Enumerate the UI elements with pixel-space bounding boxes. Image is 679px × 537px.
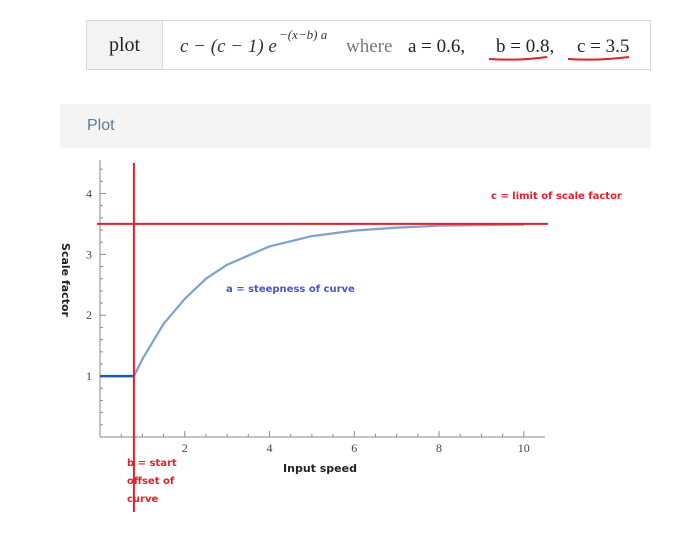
where-label: where	[346, 36, 393, 57]
param-b: b = 0.8,	[496, 36, 555, 57]
plot-pod-header: Plot	[60, 104, 651, 148]
query-expression: c − (c − 1) e −(x−b) a where a = 0.6, b …	[163, 21, 650, 69]
x-axis-label: Input speed	[283, 462, 357, 475]
annotation-b-line2: offset of	[127, 476, 175, 487]
annotation-a: a = steepness of curve	[226, 284, 355, 295]
expression-exponent: −(x−b) a	[279, 27, 328, 42]
annotation-c: c = limit of scale factor	[491, 191, 622, 202]
x-tick-label: 10	[518, 441, 530, 455]
x-tick-label: 4	[267, 441, 273, 455]
annotation-b-line3: curve	[127, 494, 158, 505]
x-tick-label: 2	[182, 441, 188, 455]
y-tick-label: 4	[86, 186, 92, 200]
annotation-b-line1: b = start	[127, 458, 177, 469]
series-line	[132, 223, 525, 378]
param-a: a = 0.6,	[408, 36, 466, 57]
x-tick-label: 8	[436, 441, 442, 455]
y-tick-label: 2	[86, 308, 92, 322]
expression-main: c − (c − 1) e	[180, 36, 277, 57]
x-tick-label: 6	[351, 441, 357, 455]
query-bar[interactable]: plot c − (c − 1) e −(x−b) a where a = 0.…	[86, 20, 651, 70]
y-tick-label: 1	[86, 369, 92, 383]
param-c: c = 3.5	[577, 36, 630, 57]
y-tick-label: 3	[86, 247, 92, 261]
query-command: plot	[87, 21, 163, 69]
pod-title: Plot	[87, 117, 115, 134]
y-axis-label: Scale factor	[59, 243, 72, 317]
